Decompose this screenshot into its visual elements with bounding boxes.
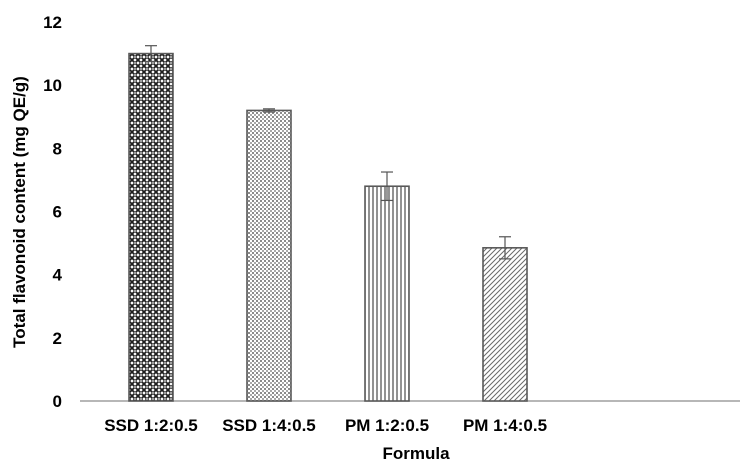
y-tick-label: 2 (53, 329, 62, 348)
bar (482, 247, 528, 402)
y-axis-title: Total flavonoid content (mg QE/g) (10, 76, 29, 348)
x-tick-label: PM 1:4:0.5 (463, 416, 547, 435)
x-axis-title: Formula (382, 444, 450, 463)
y-tick-label: 10 (43, 76, 62, 95)
x-tick-label: SSD 1:4:0.5 (222, 416, 316, 435)
x-tick-label: SSD 1:2:0.5 (104, 416, 198, 435)
y-tick-label: 4 (53, 266, 63, 285)
y-tick-label: 0 (53, 392, 62, 411)
x-tick-label: PM 1:2:0.5 (345, 416, 429, 435)
y-tick-label: 12 (43, 13, 62, 32)
y-tick-label: 8 (53, 139, 62, 158)
labels-layer: 0 2 4 6 8 10 12 SSD 1:2:0.5 SSD 1:4:0.5 PM 1:2:0.… (43, 13, 547, 435)
y-tick-label: 6 (53, 203, 62, 222)
bar (128, 52, 174, 402)
bar (246, 109, 292, 402)
bar (364, 185, 410, 402)
bars-layer (128, 45, 528, 402)
